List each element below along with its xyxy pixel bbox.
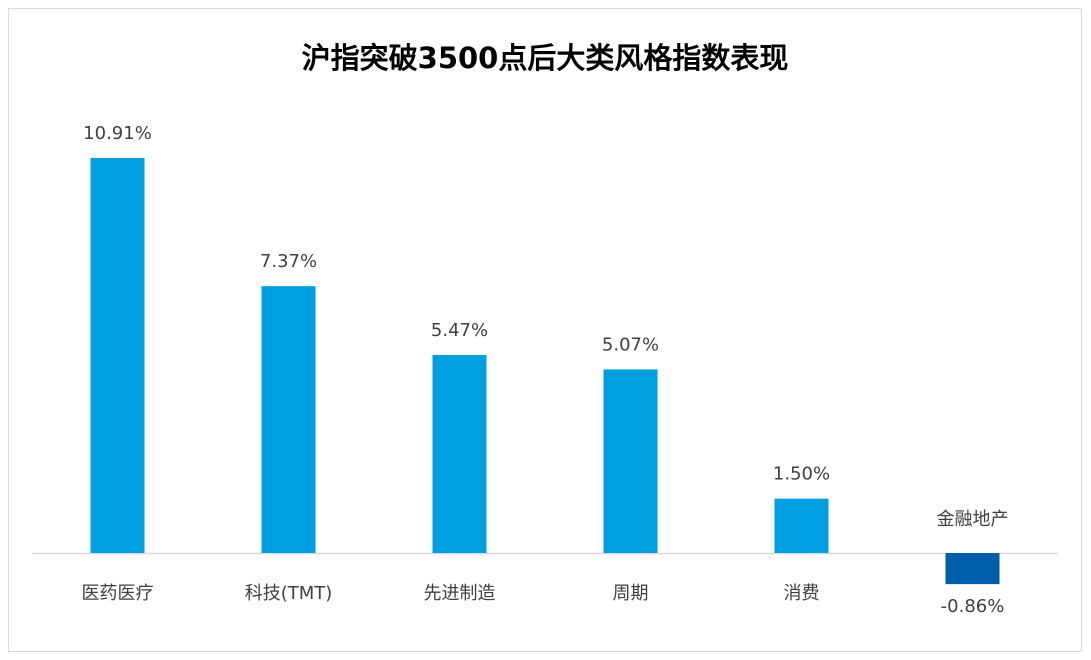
value-label: 10.91% xyxy=(83,123,152,144)
bar xyxy=(774,498,829,553)
bar xyxy=(945,553,1000,585)
chart-frame xyxy=(8,8,1082,652)
value-label: -0.86% xyxy=(941,596,1005,617)
value-label: 7.37% xyxy=(260,251,317,272)
chart-title: 沪指突破3500点后大类风格指数表现 xyxy=(302,41,789,75)
bar xyxy=(432,354,487,553)
bar xyxy=(603,369,658,553)
x-tick-label: 金融地产 xyxy=(937,509,1009,530)
bar xyxy=(261,286,316,553)
x-tick-label: 先进制造 xyxy=(424,583,496,604)
x-tick-label: 医药医疗 xyxy=(82,583,154,604)
value-label: 5.47% xyxy=(431,320,488,341)
value-label: 1.50% xyxy=(773,464,830,485)
x-tick-label: 消费 xyxy=(784,583,820,604)
bar xyxy=(90,158,145,553)
value-label: 5.07% xyxy=(602,334,659,355)
x-tick-label: 周期 xyxy=(613,583,649,604)
x-tick-label: 科技(TMT) xyxy=(245,583,333,604)
